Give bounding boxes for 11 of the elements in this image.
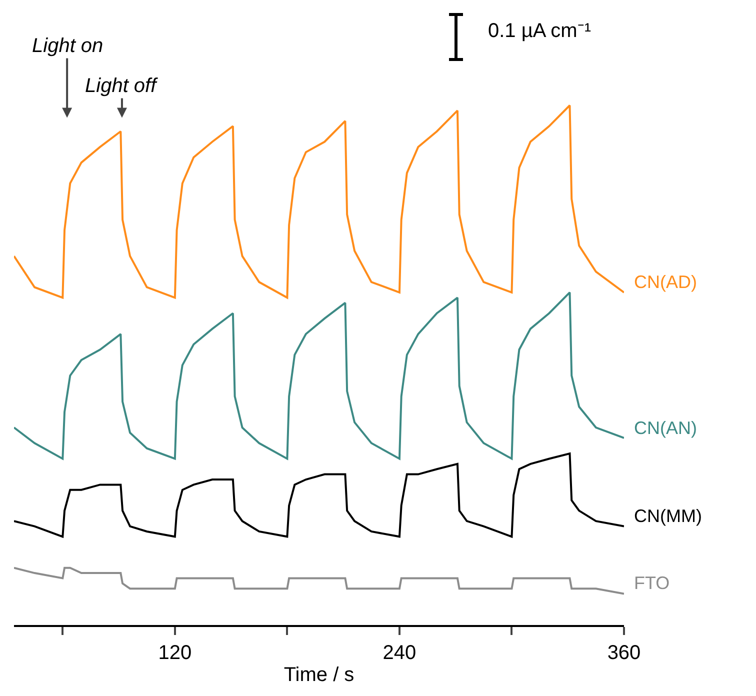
x-axis-title: Time / s [284,664,354,686]
text: Light on [32,35,104,57]
x-tick-label: 360 [607,642,641,664]
text: Light off [85,75,159,97]
series-label: FTO [634,573,670,593]
x-tick-label: 120 [158,642,192,664]
series-label: CN(AN) [634,418,697,438]
text: 0.1 µA cm⁻¹ [488,20,592,42]
series-label: CN(AD) [634,272,697,292]
x-tick-label: 240 [382,642,416,664]
series-label: CN(MM) [634,506,702,526]
